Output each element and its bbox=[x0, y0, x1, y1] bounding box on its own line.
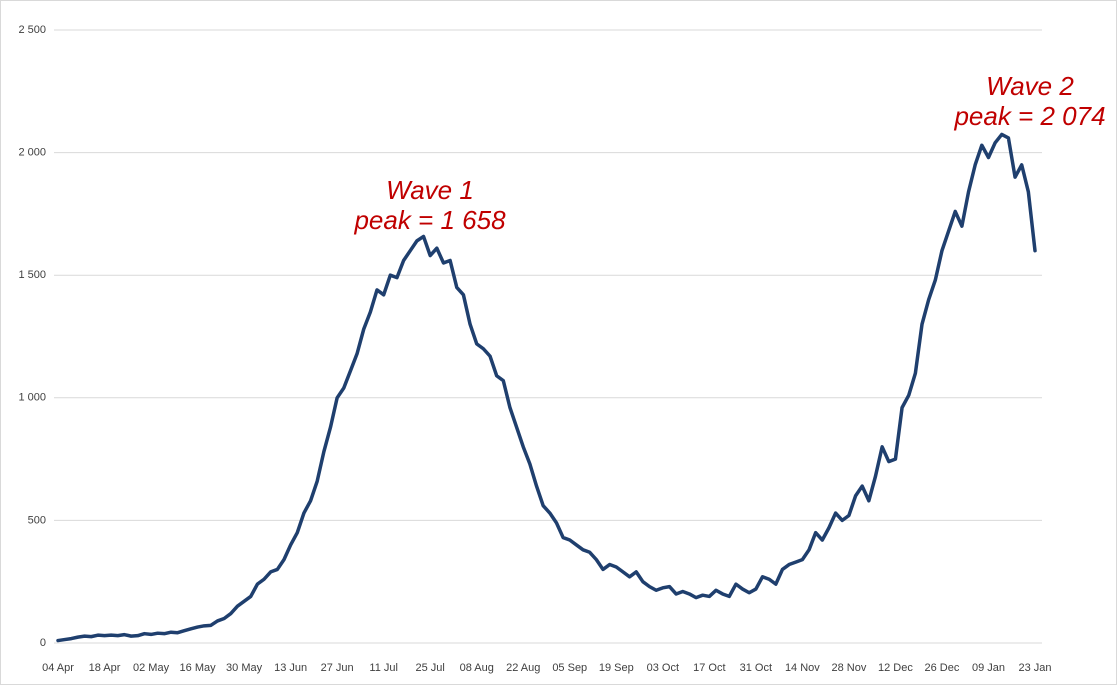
x-tick-label: 09 Jan bbox=[972, 662, 1005, 674]
x-tick-label: 23 Jan bbox=[1018, 662, 1051, 674]
y-tick-label: 2 500 bbox=[18, 24, 46, 36]
x-tick-label: 14 Nov bbox=[785, 662, 820, 674]
y-tick-label: 0 bbox=[40, 637, 46, 649]
x-tick-label: 04 Apr bbox=[42, 662, 74, 674]
annotation: peak = 2 074 bbox=[953, 101, 1105, 131]
y-tick-label: 1 000 bbox=[18, 392, 46, 404]
y-tick-label: 1 500 bbox=[18, 269, 46, 281]
x-tick-label: 16 May bbox=[180, 662, 217, 674]
x-tick-label: 31 Oct bbox=[740, 662, 772, 674]
data-line bbox=[56, 132, 1037, 643]
x-tick-label: 08 Aug bbox=[460, 662, 494, 674]
x-tick-label: 27 Jun bbox=[321, 662, 354, 674]
y-tick-label: 2 000 bbox=[18, 147, 46, 159]
annotation: peak = 1 658 bbox=[353, 205, 506, 235]
x-tick-label: 30 May bbox=[226, 662, 263, 674]
x-tick-label: 12 Dec bbox=[878, 662, 913, 674]
x-tick-label: 17 Oct bbox=[693, 662, 725, 674]
x-tick-label: 02 May bbox=[133, 662, 170, 674]
x-tick-label: 18 Apr bbox=[89, 662, 121, 674]
y-tick-label: 500 bbox=[28, 514, 46, 526]
x-tick-label: 26 Dec bbox=[925, 662, 960, 674]
x-tick-label: 05 Sep bbox=[552, 662, 587, 674]
x-tick-label: 13 Jun bbox=[274, 662, 307, 674]
x-tick-label: 19 Sep bbox=[599, 662, 634, 674]
annotation: Wave 2 bbox=[986, 71, 1074, 101]
x-tick-label: 28 Nov bbox=[831, 662, 866, 674]
annotation: Wave 1 bbox=[386, 175, 474, 205]
x-tick-label: 03 Oct bbox=[647, 662, 679, 674]
x-tick-label: 25 Jul bbox=[416, 662, 445, 674]
x-tick-label: 22 Aug bbox=[506, 662, 540, 674]
x-tick-label: 11 Jul bbox=[369, 662, 398, 674]
